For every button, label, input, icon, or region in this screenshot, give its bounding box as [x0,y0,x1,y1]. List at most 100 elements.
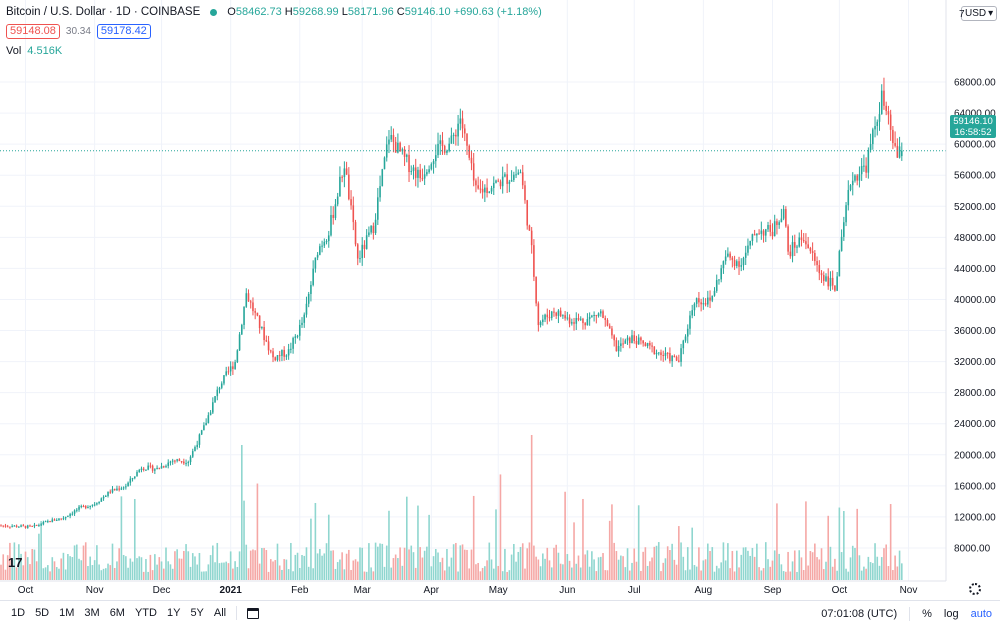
candle-body [477,185,479,189]
volume-bar [484,566,486,580]
candle-body [872,129,874,145]
volume-bar [191,553,194,580]
candle-body [611,328,613,336]
range-5d-button[interactable]: 5D [35,607,50,619]
volume-legend: Vol 4.516K [6,45,62,57]
candle-body [758,233,760,235]
volume-bar [18,544,20,580]
candle-body [390,135,392,140]
buy-button[interactable]: 59178.42 [96,24,151,39]
candle-body [414,167,417,178]
symbol-title: Bitcoin / U.S. Dollar · 1D · COINBASE [6,6,201,18]
candle-body [617,346,620,352]
utc-clock[interactable]: 07:01:08 (UTC) [821,607,898,620]
candle-body [178,459,181,462]
candle-body [834,285,836,291]
chart-grid [0,0,946,581]
candle-body [269,350,272,352]
candle-body [58,518,60,521]
volume-bar [185,544,187,580]
candle-body [212,402,214,413]
volume-bar [116,561,118,580]
auto-scale-toggle[interactable]: auto [970,607,992,620]
candle-body [602,311,604,319]
sell-button[interactable]: 59148.08 [6,24,60,39]
volume-bar [573,522,575,580]
candle-body [423,174,426,179]
candle-body [816,261,818,266]
log-toggle[interactable]: log [943,607,959,620]
candle-body [637,337,640,345]
volume-bar [796,571,798,580]
range-3m-button[interactable]: 3M [84,607,100,619]
candle-body [145,469,147,471]
candle-body [350,199,352,206]
candle-body [305,303,308,315]
candle-body [878,114,881,122]
volume-bar [430,566,433,580]
volume-bar [29,564,31,580]
candle-body [73,510,76,514]
range-1y-button[interactable]: 1Y [166,607,181,619]
volume-bar [87,565,89,580]
range-ytd-button[interactable]: YTD [134,607,157,619]
gear-icon[interactable] [969,583,981,595]
volume-bar [156,564,158,580]
percent-toggle[interactable]: % [922,607,932,620]
volume-bar [854,547,856,580]
volume-bar [162,568,165,580]
candle-body [365,235,368,249]
candle-body [869,144,872,151]
volume-bar [22,565,25,580]
volume-bar [847,571,850,580]
volume-bar [267,571,270,580]
candle-body [234,362,236,369]
volume-bar [535,556,537,580]
candle-body [591,315,593,317]
range-all-button[interactable]: All [213,607,227,619]
volume-bar [169,564,172,580]
currency-select[interactable]: USD ▾ [961,6,998,21]
volume-bar [849,557,852,580]
volume-bar [96,545,98,580]
range-1d-button[interactable]: 1D [11,607,26,619]
range-1m-button[interactable]: 1M [59,607,75,619]
volume-bar [575,563,578,580]
candle-body [136,472,138,477]
candle-body [709,297,711,301]
volume-bar [325,543,328,580]
volume-bar [62,552,65,580]
candle-body [448,143,450,151]
calendar-icon[interactable] [247,607,260,619]
candle-body [171,460,174,462]
candle-body [738,261,740,267]
range-6m-button[interactable]: 6M [109,607,125,619]
volume-bar [691,527,694,580]
volume-bar [883,548,885,580]
volume-bar [698,547,700,580]
spread-value: 30.34 [65,26,91,37]
volume-bar [742,547,745,580]
price-tick-label: 48000.00 [954,233,996,244]
candle-body [671,356,673,362]
candle-body [220,383,223,388]
candle-body [64,516,67,519]
volume-bar [423,550,426,580]
volume-bar [571,567,573,580]
candle-body [778,222,780,225]
volume-bar [591,551,593,580]
candle-body [791,242,794,257]
time-tick-label: Dec [153,585,171,596]
volume-bar [620,555,622,580]
volume-bar [310,518,312,580]
candle-body [225,371,227,376]
volume-bar [508,570,511,580]
range-5y-button[interactable]: 5Y [190,607,204,619]
candle-body [24,525,27,528]
time-tick-label: Jun [559,585,575,596]
tradingview-logo-icon[interactable]: 17 [8,555,23,570]
candle-body [281,349,283,356]
candle-body [495,180,497,183]
volume-bar [793,550,796,580]
